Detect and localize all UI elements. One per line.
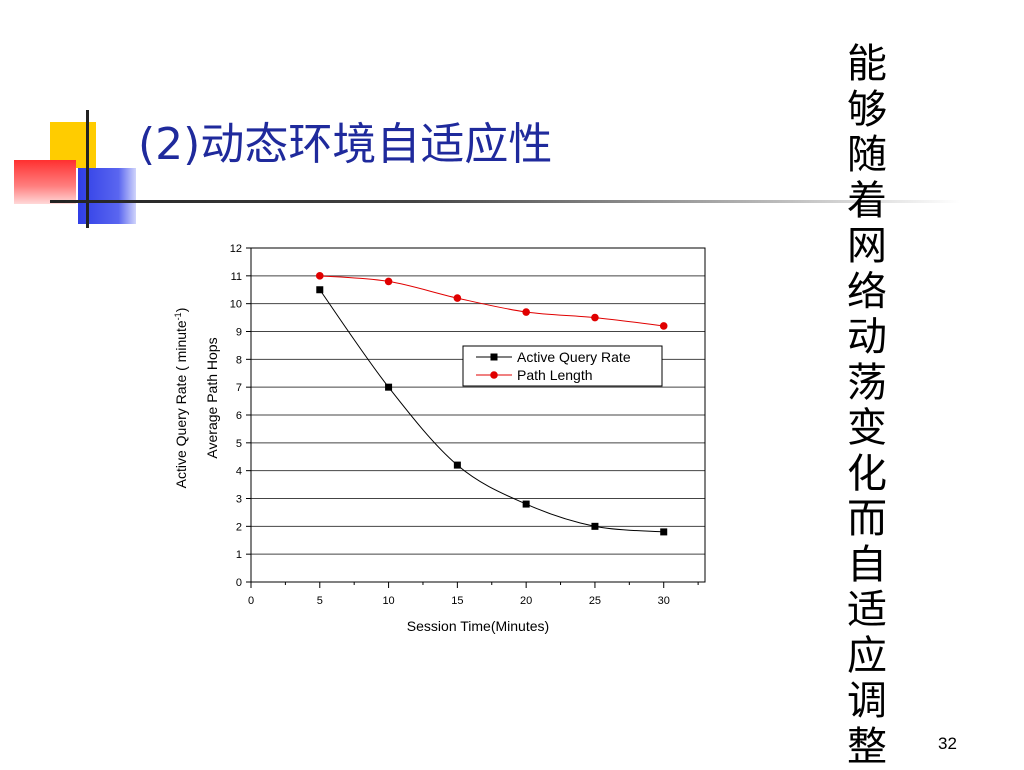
chart-legend: Active Query Rate Path Length — [462, 345, 663, 387]
y-tick-label: 12 — [230, 243, 242, 255]
series-line-active-query-rate — [319, 289, 664, 533]
x-tick-label: 15 — [451, 595, 463, 607]
y-tick-label: 9 — [236, 327, 242, 339]
y-axis-label-primary: Active Query Rate ( minute-1) — [173, 308, 189, 489]
legend-marker-path-length — [490, 371, 498, 379]
y-tick-label: 3 — [236, 494, 242, 506]
legend-label-path-length: Path Length — [517, 367, 593, 383]
y-tick-label: 5 — [236, 438, 242, 450]
page-number: 32 — [938, 734, 957, 753]
y-tick-label: 1 — [236, 549, 242, 561]
legend-label-active-query-rate: Active Query Rate — [517, 349, 631, 365]
vertical-side-text: 能够随着网络动荡变化而自适应调整 — [847, 41, 887, 770]
data-point-active-query-rate — [591, 522, 599, 530]
x-tick-label: 20 — [520, 595, 532, 607]
y-tick-label: 11 — [231, 271, 242, 283]
slide-title: (2)动态环境自适应性 — [138, 119, 553, 170]
series-line-path-length — [319, 275, 664, 327]
x-tick-label: 30 — [658, 595, 670, 607]
grid-lines — [251, 275, 705, 555]
data-point-active-query-rate — [660, 528, 668, 536]
decor-vertical-line — [86, 110, 89, 228]
y-tick-label: 4 — [236, 466, 242, 478]
x-tick-label: 10 — [382, 595, 394, 607]
x-tick-label: 5 — [317, 595, 323, 607]
x-tick-label: 25 — [589, 595, 601, 607]
y-tick-label: 7 — [236, 382, 242, 394]
data-point-path-length — [384, 277, 393, 286]
y-tick-label: 2 — [236, 521, 242, 533]
data-point-active-query-rate — [453, 461, 461, 469]
decor-red-square — [14, 160, 76, 204]
data-point-path-length — [591, 313, 599, 322]
y-tick-label: 8 — [236, 354, 242, 366]
data-point-path-length — [659, 322, 668, 330]
decor-horizontal-line — [50, 200, 960, 203]
data-point-active-query-rate — [385, 383, 393, 391]
y-tick-label: 10 — [230, 299, 242, 311]
y-tick-label: 0 — [236, 577, 242, 589]
data-point-path-length — [453, 294, 462, 302]
legend-marker-active-query-rate — [490, 353, 498, 361]
y-tick-label: 6 — [236, 410, 242, 422]
x-axis-label: Session Time(Minutes) — [407, 618, 549, 634]
data-point-active-query-rate — [522, 500, 530, 508]
legend-box — [462, 345, 663, 387]
data-point-active-query-rate — [316, 286, 324, 294]
x-tick-label: 0 — [248, 595, 254, 607]
y-axis-label-secondary: Average Path Hops — [204, 337, 220, 458]
data-point-path-length — [522, 308, 530, 316]
data-point-path-length — [315, 272, 324, 280]
series-layer — [315, 272, 668, 536]
